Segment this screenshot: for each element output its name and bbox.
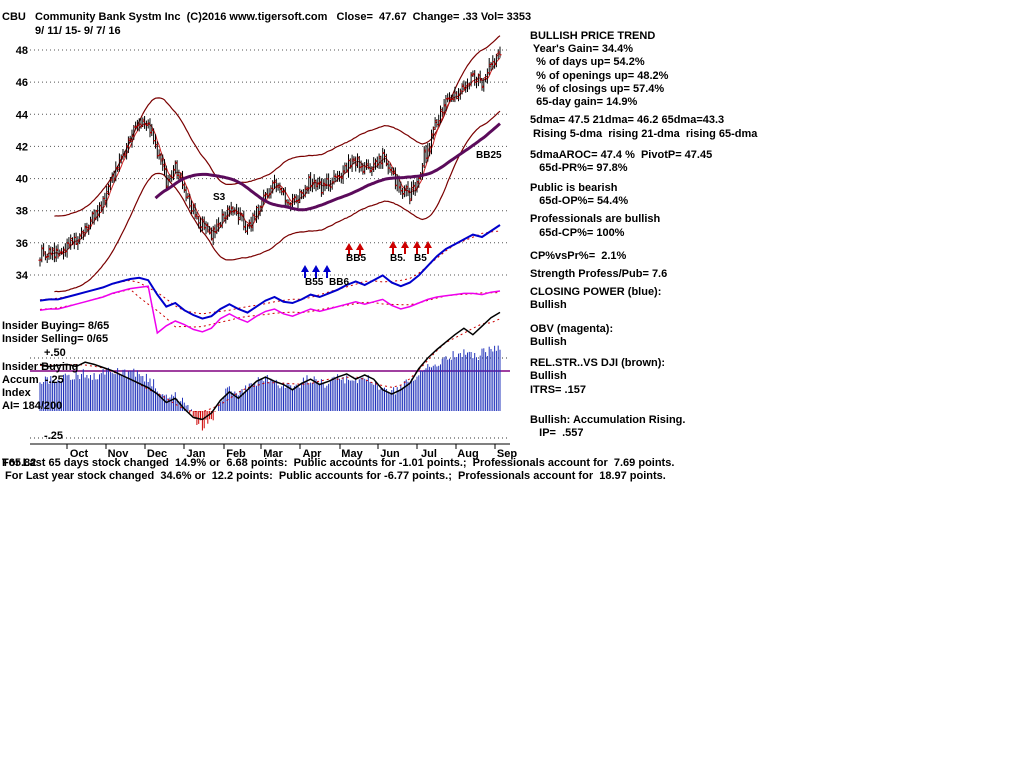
- analysis-line: CP%vsPr%= 2.1%: [530, 250, 627, 262]
- footer-line2: For Last year stock changed 34.6% or 12.…: [2, 470, 666, 482]
- svg-text:Oct: Oct: [70, 448, 89, 460]
- svg-text:B5.: B5.: [390, 253, 406, 264]
- chart-title: Community Bank Systm Inc (C)2016 www.tig…: [35, 11, 532, 23]
- analysis-line: Bullish: [530, 336, 567, 348]
- svg-text:May: May: [341, 448, 363, 460]
- analysis-line: Bullish: [530, 299, 567, 311]
- svg-text:S3: S3: [213, 192, 226, 203]
- analysis-line: % of closings up= 57.4%: [530, 83, 665, 95]
- svg-text:B5: B5: [414, 253, 427, 264]
- analysis-line: Year's Gain= 34.4%: [530, 43, 634, 55]
- ai-label: AI= 184/200: [2, 400, 63, 412]
- svg-text:42: 42: [16, 141, 28, 153]
- analysis-line: BULLISH PRICE TREND: [530, 30, 656, 42]
- svg-text:Dec: Dec: [147, 448, 167, 460]
- svg-text:40: 40: [16, 174, 28, 186]
- analysis-line: 65-day gain= 14.9%: [530, 96, 638, 108]
- svg-text:Feb: Feb: [226, 448, 246, 460]
- analysis-line: REL.STR..VS DJI (brown):: [530, 357, 666, 369]
- svg-text:Jul: Jul: [421, 448, 437, 460]
- analysis-line: 65d-PR%= 97.8%: [530, 162, 628, 174]
- analysis-line: % of openings up= 48.2%: [530, 70, 669, 82]
- svg-text:44: 44: [16, 109, 29, 121]
- insider-buying-count: Insider Buying= 8/65: [2, 320, 110, 332]
- svg-text:Nov: Nov: [108, 448, 130, 460]
- analysis-line: Professionals are bullish: [530, 213, 661, 225]
- svg-text:B55: B55: [305, 277, 324, 288]
- insider-buying-label: Insider Buying: [2, 361, 79, 373]
- date-range: 9/ 11/ 15- 9/ 7/ 16: [35, 25, 121, 37]
- svg-text:38: 38: [16, 206, 28, 218]
- index-label: Index: [2, 387, 31, 399]
- svg-text:48: 48: [16, 45, 28, 57]
- analysis-line: OBV (magenta):: [530, 323, 614, 335]
- analysis-line: CLOSING POWER (blue):: [530, 286, 662, 298]
- analysis-line: IP= .557: [530, 427, 584, 439]
- svg-text:BB6: BB6: [329, 277, 349, 288]
- ticker-symbol: CBU: [2, 11, 26, 23]
- svg-text:Jun: Jun: [380, 448, 400, 460]
- svg-text:Mar: Mar: [263, 448, 283, 460]
- svg-text:BB5: BB5: [346, 253, 366, 264]
- svg-text:BB25: BB25: [476, 150, 502, 161]
- svg-text:36: 36: [16, 238, 28, 250]
- analysis-line: 5dma= 47.5 21dma= 46.2 65dma=43.3: [530, 114, 725, 126]
- plus-level-label: +.50: [44, 347, 66, 359]
- footer-t65: T65.82: [2, 457, 37, 469]
- svg-text:Apr: Apr: [303, 448, 323, 460]
- analysis-line: Rising 5-dma rising 21-dma rising 65-dma: [530, 128, 758, 140]
- analysis-line: ITRS= .157: [530, 384, 586, 396]
- analysis-line: 5dmaAROC= 47.4 % PivotP= 47.45: [530, 149, 713, 161]
- svg-text:34: 34: [16, 270, 29, 282]
- svg-text:Sep: Sep: [497, 448, 517, 460]
- insider-selling-count: Insider Selling= 0/65: [2, 333, 109, 345]
- svg-text:Aug: Aug: [457, 448, 478, 460]
- minus-level-label: -.25: [44, 430, 63, 442]
- analysis-line: Strength Profess/Pub= 7.6: [530, 268, 668, 280]
- analysis-line: % of days up= 54.2%: [530, 56, 645, 68]
- analysis-line: Bullish: Accumulation Rising.: [530, 414, 686, 426]
- analysis-line: 65d-CP%= 100%: [530, 227, 625, 239]
- analysis-line: Public is bearish: [530, 182, 618, 194]
- accum-label: Accum -.25: [2, 374, 64, 386]
- svg-text:Jan: Jan: [187, 448, 206, 460]
- svg-text:46: 46: [16, 77, 28, 89]
- footer-line1: For Last 65 days stock changed 14.9% or …: [2, 457, 675, 469]
- analysis-line: 65d-OP%= 54.4%: [530, 195, 629, 207]
- analysis-line: Bullish: [530, 370, 567, 382]
